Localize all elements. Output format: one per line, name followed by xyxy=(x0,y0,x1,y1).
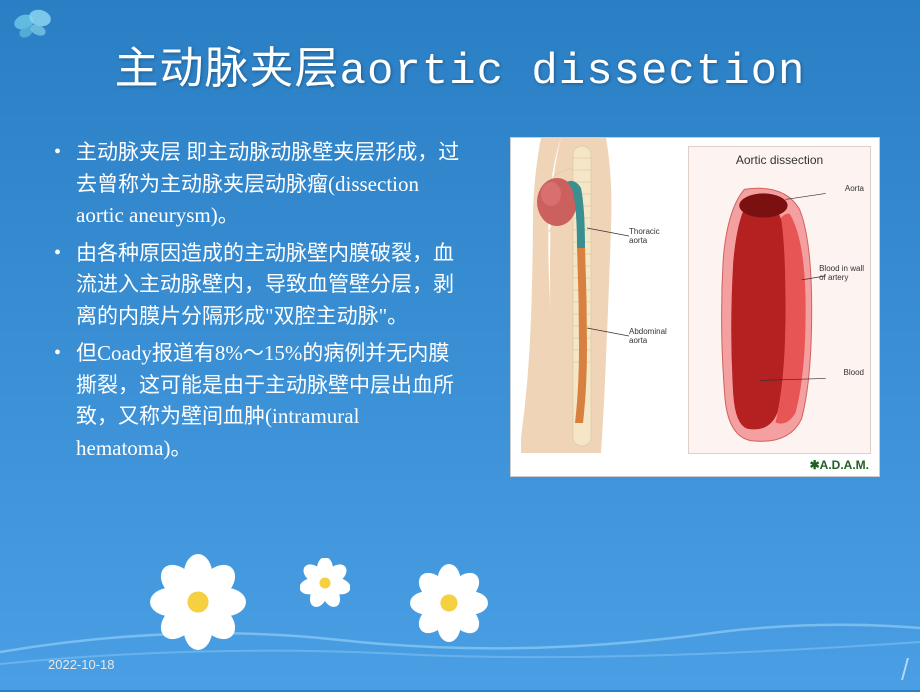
butterfly-decoration xyxy=(12,8,56,47)
date-footer: 2022-10-18 xyxy=(48,657,115,672)
dissection-panel: Aortic dissection Aorta Blood in wallof … xyxy=(688,146,871,454)
flower-decoration xyxy=(0,532,920,642)
label-abdominal: Abdominalaorta xyxy=(629,328,667,346)
label-thoracic: Thoracicaorta xyxy=(629,228,660,246)
medical-illustration: Thoracicaorta Abdominalaorta Aortic diss… xyxy=(510,137,880,477)
slide-title: 主动脉夹层aortic dissection xyxy=(0,0,920,97)
flower-3 xyxy=(410,564,488,642)
label-blood: Blood xyxy=(844,369,864,378)
bullet-3: 但Coady报道有8%～15%的病例并无内膜撕裂，这可能是由于主动脉壁中层出血所… xyxy=(48,338,468,464)
content-row: 主动脉夹层 即主动脉动脉壁夹层形成，过去曾称为主动脉夹层动脉瘤(dissecti… xyxy=(0,97,920,477)
adam-logo: ✱A.D.A.M. xyxy=(810,458,869,472)
label-blood-wall: Blood in wallof artery xyxy=(819,265,864,283)
flower-1 xyxy=(150,554,246,650)
label-aorta: Aorta xyxy=(845,185,864,194)
flower-2 xyxy=(300,558,350,608)
bullet-list: 主动脉夹层 即主动脉动脉壁夹层形成，过去曾称为主动脉夹层动脉瘤(dissecti… xyxy=(48,137,468,464)
bullet-2: 由各种原因造成的主动脉壁内膜破裂，血流进入主动脉壁内，导致血管壁分层，剥离的内膜… xyxy=(48,238,468,333)
dissection-title: Aortic dissection xyxy=(689,153,870,167)
bullet-1: 主动脉夹层 即主动脉动脉壁夹层形成，过去曾称为主动脉夹层动脉瘤(dissecti… xyxy=(48,137,468,232)
image-column: Thoracicaorta Abdominalaorta Aortic diss… xyxy=(488,137,880,477)
text-column: 主动脉夹层 即主动脉动脉壁夹层形成，过去曾称为主动脉夹层动脉瘤(dissecti… xyxy=(48,137,468,477)
anatomy-torso-panel: Thoracicaorta Abdominalaorta xyxy=(511,138,686,476)
